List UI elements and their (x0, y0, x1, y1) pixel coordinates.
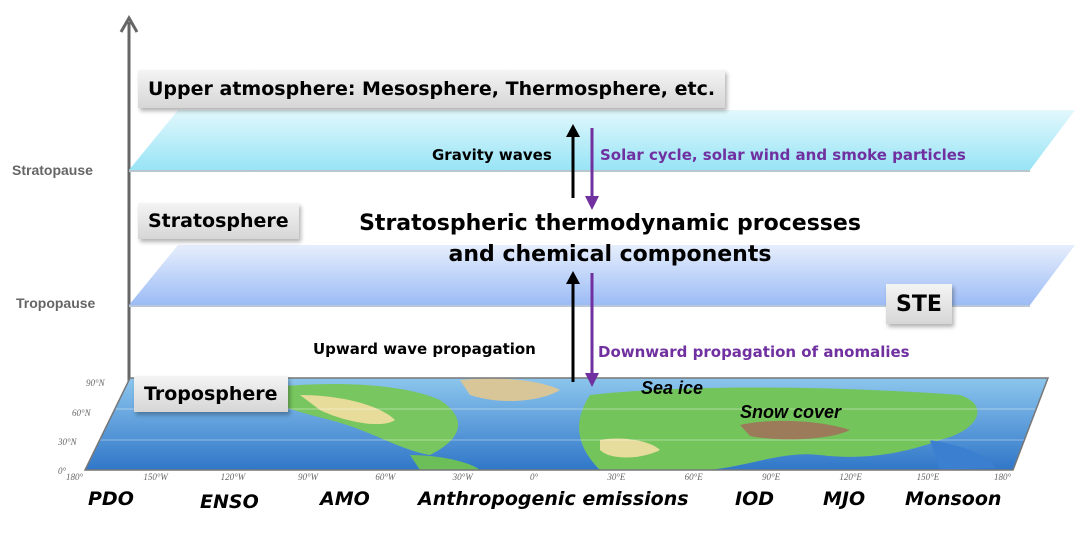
upward-wave-arrow (566, 271, 580, 382)
lat-tick: 60°N (72, 408, 91, 418)
gravity-waves-label: Gravity waves (432, 146, 552, 164)
lon-tick: 30°W (452, 472, 473, 482)
gravity-wave-up-arrow (566, 124, 580, 198)
lon-tick: 180° (66, 472, 84, 482)
stratopause-label: Stratopause (12, 162, 93, 178)
driver-amo: AMO (320, 488, 370, 510)
ste-box: STE (886, 284, 952, 324)
driver-pdo: PDO (88, 488, 134, 510)
solar-down-arrow (585, 128, 599, 210)
lon-tick: 90°E (762, 472, 781, 482)
center-title: Stratospheric thermodynamic processes an… (300, 208, 920, 270)
lon-tick: 120°E (839, 472, 862, 482)
center-title-line2: and chemical components (448, 242, 772, 267)
solar-label: Solar cycle, solar wind and smoke partic… (600, 146, 966, 164)
lon-tick: 120°W (220, 472, 246, 482)
downward-anomaly-label: Downward propagation of anomalies (598, 343, 910, 361)
lon-tick: 180° (994, 472, 1012, 482)
driver-mjo: MJO (823, 488, 866, 510)
center-title-line1: Stratospheric thermodynamic processes (359, 211, 861, 236)
lat-tick: 0° (58, 466, 67, 476)
lon-tick: 60°E (684, 472, 703, 482)
driver-anthropogenic: Anthropogenic emissions (418, 488, 689, 510)
driver-enso: ENSO (200, 491, 259, 513)
lon-tick: 150°W (143, 472, 168, 482)
upper-atmosphere-label: Upper atmosphere: Mesosphere, Thermosphe… (148, 78, 716, 100)
driver-monsoon: Monsoon (905, 488, 1002, 510)
lon-tick: 90°W (298, 472, 319, 482)
world-map (85, 378, 1048, 470)
stratosphere-label: Stratosphere (148, 210, 289, 232)
troposphere-box: Troposphere (134, 376, 288, 412)
sea-ice-label: Sea ice (641, 378, 704, 398)
tropopause-label: Tropopause (16, 295, 96, 311)
stratopause-plane (129, 110, 1075, 170)
snow-cover-label: Snow cover (740, 402, 842, 422)
stratosphere-box: Stratosphere (138, 203, 299, 239)
lon-tick: 150°E (916, 472, 940, 482)
lat-tick: 30°N (58, 437, 77, 447)
ste-label: STE (896, 291, 942, 317)
lon-tick: 30°E (607, 472, 626, 482)
vertical-height-axis (119, 14, 139, 382)
lon-tick: 0° (530, 472, 539, 482)
lon-tick: 60°W (375, 472, 396, 482)
upward-wave-label: Upward wave propagation (313, 340, 536, 358)
driver-iod: IOD (735, 488, 774, 510)
lat-tick: 90°N (86, 378, 105, 388)
troposphere-label: Troposphere (144, 383, 278, 405)
upper-atmosphere-box: Upper atmosphere: Mesosphere, Thermosphe… (138, 70, 726, 108)
downward-anomaly-arrow (585, 273, 599, 387)
tropopause-plane (129, 245, 1075, 305)
